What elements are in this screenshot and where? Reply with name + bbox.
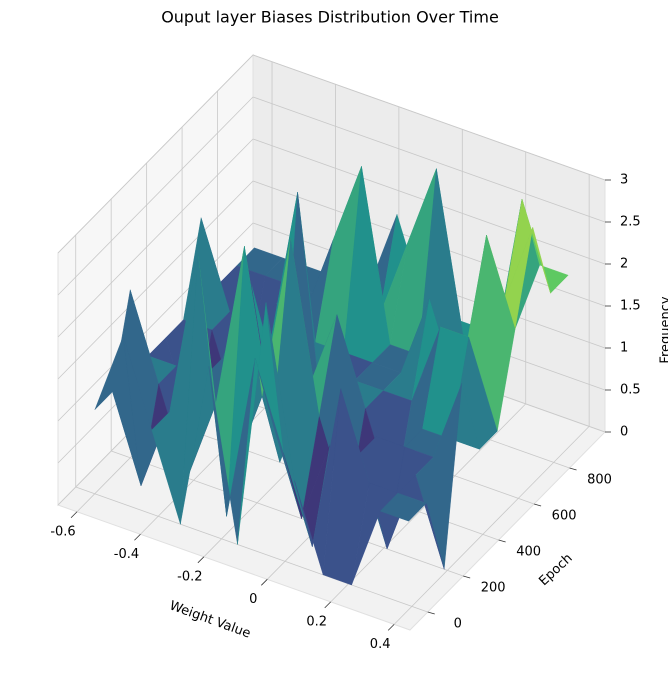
z-tick-label: 2 bbox=[620, 257, 628, 272]
x-tick-label: 0 bbox=[249, 592, 257, 607]
z-tick-label: 2.5 bbox=[620, 215, 641, 230]
y-tick bbox=[533, 503, 542, 507]
x-tick bbox=[70, 511, 78, 519]
y-tick-label: 200 bbox=[481, 581, 506, 596]
x-axis-label: Weight Value bbox=[167, 598, 252, 641]
grid-line bbox=[75, 486, 428, 613]
chart-title: Ouput layer Biases Distribution Over Tim… bbox=[161, 8, 499, 27]
y-tick bbox=[427, 611, 435, 615]
y-tick bbox=[498, 539, 506, 543]
x-tick bbox=[387, 624, 395, 631]
y-tick-label: 0 bbox=[454, 617, 462, 632]
grid-line bbox=[57, 96, 254, 296]
x-tick-label: -0.4 bbox=[114, 547, 139, 562]
y-tick bbox=[569, 467, 577, 471]
z-tick-label: 0 bbox=[620, 425, 628, 440]
grid-line bbox=[393, 426, 590, 625]
x-tick-label: 0.4 bbox=[370, 637, 391, 652]
y-tick bbox=[463, 575, 471, 579]
x-tick bbox=[324, 601, 332, 609]
y-axis-label: Epoch bbox=[536, 551, 575, 589]
grid-line bbox=[252, 96, 606, 223]
z-tick-label: 0.5 bbox=[620, 383, 641, 398]
x-tick-label: -0.6 bbox=[50, 524, 75, 539]
grid-line bbox=[57, 54, 254, 254]
x-tick bbox=[134, 533, 141, 541]
x-tick-label: 0.2 bbox=[306, 614, 327, 629]
y-tick-label: 400 bbox=[516, 545, 541, 560]
grid-line bbox=[252, 54, 606, 181]
x-tick bbox=[197, 556, 205, 564]
y-tick-label: 800 bbox=[587, 473, 612, 488]
y-tick-label: 600 bbox=[552, 509, 577, 524]
x-tick bbox=[261, 579, 268, 586]
z-tick-label: 1.5 bbox=[620, 299, 641, 314]
z-tick-label: 3 bbox=[620, 173, 628, 188]
surface-cell bbox=[379, 492, 427, 522]
grid-line bbox=[57, 180, 254, 380]
z-tick-label: 1 bbox=[620, 341, 628, 356]
grid-line bbox=[57, 138, 254, 338]
grid-line bbox=[57, 222, 254, 422]
x-tick-label: -0.2 bbox=[177, 569, 202, 584]
z-axis-label: Frequency bbox=[659, 296, 668, 363]
